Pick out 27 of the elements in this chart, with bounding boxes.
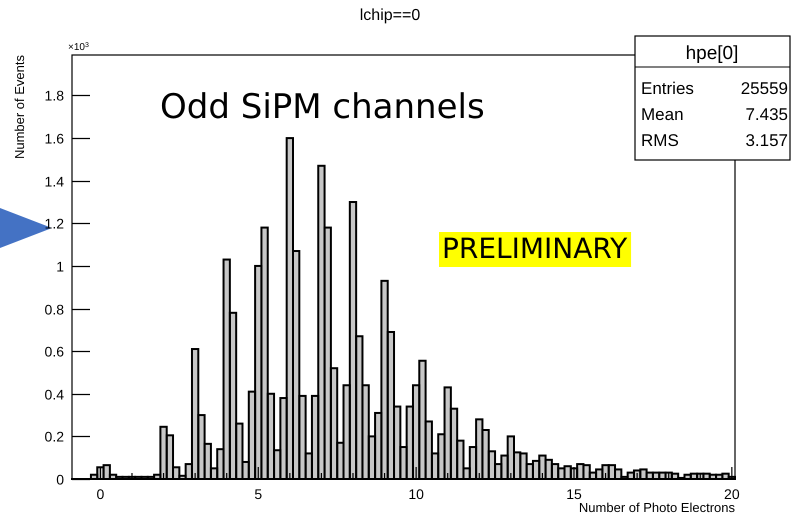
y-tick-label: 0.8 (44, 302, 64, 318)
x-tick-label: 10 (408, 486, 424, 502)
annotation: Odd SiPM channels (160, 87, 485, 127)
text: ×10$^{3}$ (68, 42, 89, 53)
y-tick-label: 1.6 (44, 130, 64, 146)
y-tick-label: 1.8 (44, 88, 64, 104)
y-axis-title: Number of Events (12, 54, 27, 160)
annotation: RMS (641, 131, 679, 150)
x-axis-title: Number of Photo Electrons (578, 500, 736, 515)
x-tick-label: 5 (254, 486, 262, 502)
y-tick-label: 0.6 (44, 344, 64, 360)
x-tick-label: 20 (724, 486, 740, 502)
annotation: Mean (641, 105, 684, 124)
annotation: hpe[0] (686, 43, 738, 64)
annotation: Entries (641, 79, 694, 98)
y-tick-label: 1.4 (44, 174, 64, 190)
x-tick-label: 15 (566, 486, 582, 502)
y-tick-label: 1 (56, 258, 64, 274)
y-tick-label: 0.4 (44, 386, 64, 402)
text: 25559 (740, 79, 788, 98)
x-tick-label: 0 (96, 486, 105, 502)
y-tick-label: 0 (56, 472, 64, 488)
text: 7.435 (745, 105, 788, 124)
y-tick-label: 0.2 (44, 428, 64, 444)
y-tick-label: 1.2 (44, 216, 64, 232)
chart-title: lchip==0 (360, 7, 420, 24)
text: 3.157 (745, 131, 788, 150)
